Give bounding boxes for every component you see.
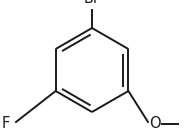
Text: Br: Br [84, 0, 100, 6]
Text: O: O [149, 116, 161, 132]
Text: F: F [2, 116, 10, 132]
